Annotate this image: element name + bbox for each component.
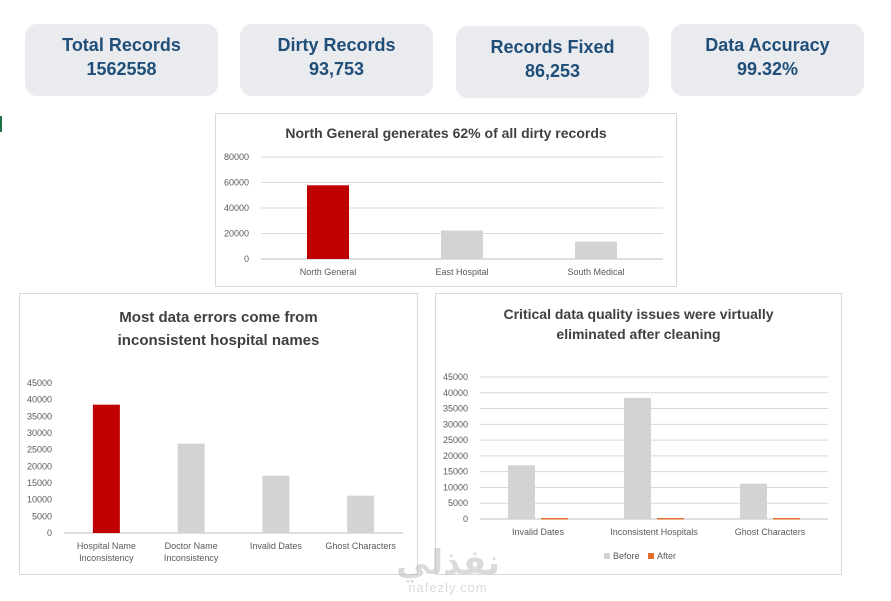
chart-title-line: inconsistent hospital names [117,332,320,349]
x-tick-label: Ghost Characters [325,541,396,551]
kpi-card-data-accuracy: Data Accuracy 99.32% [671,24,864,96]
watermark-logo: نفذلي nafezly.com [388,546,508,595]
bar [624,397,651,519]
y-tick-label: 35000 [443,404,468,414]
legend-label: After [657,551,676,561]
chart-error-types[interactable]: Most data errors come from inconsistent … [19,293,418,575]
bar [773,518,800,520]
x-tick-label: Inconsistency [164,553,219,563]
kpi-value: 1562558 [86,59,157,79]
watermark-arabic: نفذلي [395,543,501,583]
kpi-card-records-fixed: Records Fixed 86,253 [456,26,649,98]
legend-label: Before [613,551,640,561]
chart-before-after-cleaning[interactable]: Critical data quality issues were virtua… [435,293,842,575]
y-tick-label: 15000 [27,478,52,488]
y-tick-label: 25000 [27,445,52,455]
y-tick-label: 30000 [443,419,468,429]
chart-title: Critical data quality issues were virtua… [436,304,841,344]
kpi-label: Records Fixed [490,37,615,57]
x-tick-label: Inconsistency [79,553,134,563]
legend-swatch [648,553,654,559]
kpi-value: 99.32% [736,59,799,79]
bar [575,241,617,259]
y-tick-label: 20000 [27,461,52,471]
kpi-value: 86,253 [524,61,581,81]
chart-plot-area: 0 5000 10000 15000 20000 25000 30000 35000 40000… [443,372,828,561]
y-tick-label: 40000 [443,388,468,398]
y-tick-label: 60000 [224,178,249,188]
legend-swatch [604,553,610,559]
chart-plot-area: 0 5000 10000 15000 20000 25000 30000 35000 40000… [27,378,403,563]
kpi-card-dirty-records: Dirty Records 93,753 [240,24,433,96]
chart-title-line: eliminated after cleaning [556,326,721,342]
y-tick-label: 40000 [224,203,249,213]
y-tick-label: 10000 [443,482,468,492]
x-tick-label: Inconsistent Hospitals [610,527,698,537]
y-tick-label: 0 [47,528,52,538]
kpi-value: 93,753 [308,59,365,79]
bar [541,518,568,520]
y-tick-label: 15000 [443,467,468,477]
chart-title-line: Critical data quality issues were virtua… [503,306,774,322]
x-tick-label: Ghost Characters [735,527,806,537]
bar [177,443,205,533]
bar [307,185,349,259]
x-tick-label: Invalid Dates [250,541,303,551]
bar [262,475,290,533]
kpi-label: Data Accuracy [705,35,830,55]
y-tick-label: 80000 [224,152,249,162]
x-tick-label: Invalid Dates [512,527,565,537]
kpi-card-total-records: Total Records 1562558 [25,24,218,96]
y-tick-label: 25000 [443,435,468,445]
y-tick-label: 10000 [27,495,52,505]
bar [441,230,483,259]
kpi-label: Total Records [62,35,181,55]
y-tick-label: 35000 [27,411,52,421]
y-tick-label: 20000 [443,451,468,461]
bar [92,404,120,533]
y-tick-label: 5000 [32,511,52,521]
chart-dirty-records-by-hospital[interactable]: North General generates 62% of all dirty… [215,113,677,287]
x-tick-label: Hospital Name [77,541,136,551]
y-tick-label: 40000 [27,395,52,405]
y-tick-label: 45000 [27,378,52,388]
y-tick-label: 20000 [224,229,249,239]
bar [508,465,535,519]
y-tick-label: 45000 [443,372,468,382]
chart-title-line: Most data errors come from [119,309,318,326]
sheet-edge-marker [0,116,2,132]
x-tick-label: Doctor Name [165,541,218,551]
y-tick-label: 5000 [448,498,468,508]
y-tick-label: 0 [463,514,468,524]
bar [740,483,767,519]
bar [347,495,375,533]
chart-title: Most data errors come from inconsistent … [20,306,417,352]
y-tick-label: 0 [244,254,249,264]
kpi-label: Dirty Records [277,35,396,55]
y-tick-label: 30000 [27,428,52,438]
x-tick-label: East Hospital [435,267,488,277]
x-tick-label: South Medical [567,267,624,277]
watermark-latin: nafezly.com [408,580,488,595]
chart-plot-area: 0 20000 40000 60000 80000 North General East H… [224,152,663,277]
bar [657,518,684,520]
x-tick-label: North General [300,267,357,277]
chart-title: North General generates 62% of all dirty… [285,125,607,141]
